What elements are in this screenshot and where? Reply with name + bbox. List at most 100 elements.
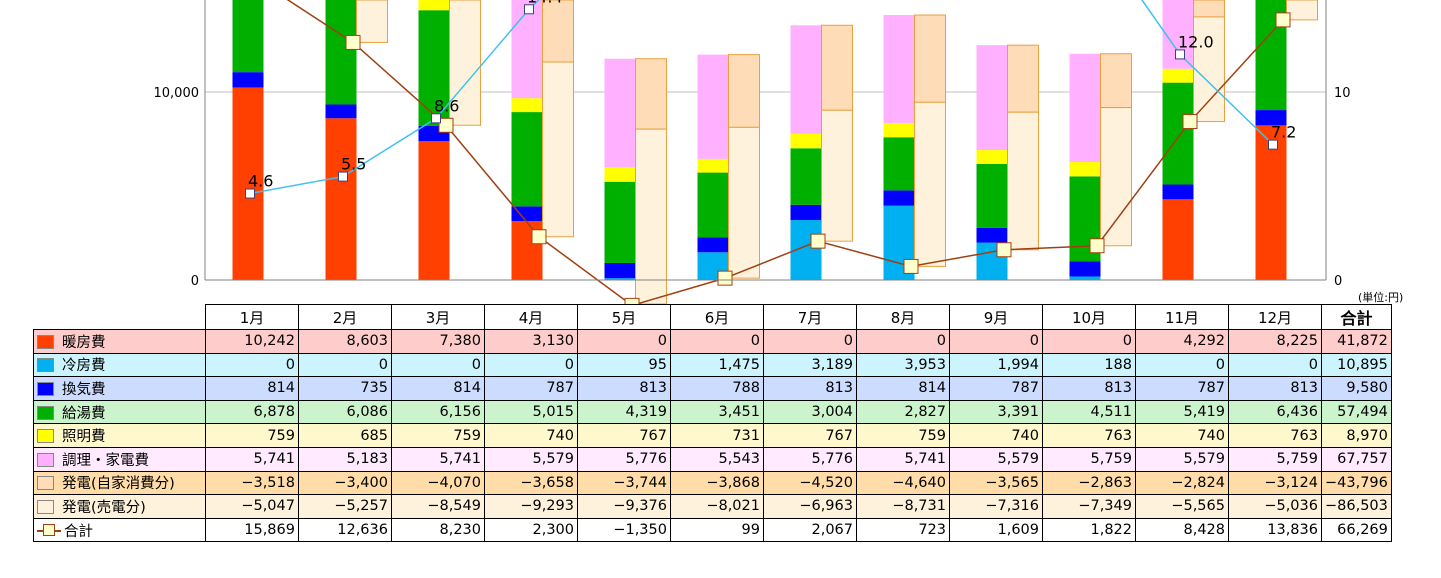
table-cell: 759 (391, 423, 485, 448)
table-cell: −1,350 (577, 517, 671, 543)
month-header: 10月 (1042, 304, 1136, 330)
row-label: 照明費 (33, 423, 206, 448)
ratio-line (1179, 53, 1274, 146)
bar-segment (976, 163, 1008, 228)
table-row: 合計 15,869 12,636 8,230 2,300 −1,350 99 2,067 723… (33, 517, 1392, 543)
table-cell: 788 (670, 376, 764, 401)
table-cell: 5,543 (670, 446, 764, 472)
row-label: 給湯費 (33, 399, 206, 425)
table-cell: 740 (1135, 423, 1229, 448)
table-cell: −6,963 (763, 494, 857, 519)
bar-segment (1193, 0, 1225, 18)
row-total-cell: 10,895 (1321, 352, 1392, 378)
row-total-cell: 9,580 (1321, 376, 1392, 401)
bar-segment (1193, 16, 1225, 123)
row-label-text: 換気費 (62, 381, 106, 398)
bar-segment (697, 237, 729, 253)
table-cell: 6,086 (298, 399, 392, 425)
total-marker (903, 258, 919, 274)
table-cell: 767 (763, 423, 857, 448)
table-cell: −8,549 (391, 494, 485, 519)
month-header: 8月 (856, 304, 950, 330)
bar-segment (1069, 53, 1101, 163)
ratio-data-label: 12.0 (1178, 32, 1214, 51)
table-cell: 13,836 (1228, 517, 1322, 543)
bar-segment (914, 14, 946, 103)
month-header: 3月 (391, 304, 485, 330)
table-header-row: 1月 2月 3月 4月 5月 6月 7月 8月 9月 10月 11月 12月 合計 (33, 304, 1392, 330)
row-total-cell: −86,503 (1321, 494, 1392, 519)
table-cell: 5,579 (949, 446, 1043, 472)
row-label: 発電(自家消費分) (33, 470, 206, 496)
row-label: 冷房費 (33, 352, 206, 378)
row-label-text: 給湯費 (62, 405, 106, 422)
table-cell: 1,475 (670, 352, 764, 378)
table-cell: 787 (484, 376, 578, 401)
ratio-data-label: 14.4 (527, 0, 563, 6)
bar-series (232, 0, 1318, 304)
table-cell: 6,878 (205, 399, 299, 425)
table-cell: 813 (1228, 376, 1322, 401)
table-cell: −3,400 (298, 470, 392, 496)
ratio-marker (245, 188, 255, 199)
table-row: 暖房費 10,242 8,603 7,380 3,130 0 0 0 0 0 0 4,292 8,225… (33, 329, 1392, 354)
data-table: 1月 2月 3月 4月 5月 6月 7月 8月 9月 10月 11月 12月 合計 暖房費 10,242 8… (33, 304, 1392, 543)
bar-segment (1255, 110, 1287, 126)
bar-segment (790, 148, 822, 205)
table-cell: 188 (1042, 352, 1136, 378)
table-cell: 0 (1228, 352, 1322, 378)
table-cell: 740 (484, 423, 578, 448)
table-row: 給湯費 6,878 6,086 6,156 5,015 4,319 3,451 3,004 2,… (33, 399, 1392, 425)
bar-segment (976, 45, 1008, 151)
table-cell: 787 (1135, 376, 1229, 401)
ratio-line-tail (1141, 0, 1181, 55)
bar-segment (511, 98, 543, 113)
month-header: 6月 (670, 304, 764, 330)
table-cell: 15,869 (205, 517, 299, 543)
row-total-cell: 8,970 (1321, 423, 1392, 448)
table-cell: 5,776 (577, 446, 671, 472)
total-marker (996, 242, 1012, 258)
row-total-cell: 66,269 (1321, 517, 1392, 543)
table-cell: −5,565 (1135, 494, 1229, 519)
table-cell: 763 (1042, 423, 1136, 448)
bar-segment (511, 0, 543, 99)
ratio-marker (1268, 139, 1278, 150)
bar-segment (697, 158, 729, 173)
row-label: 調理・家電費 (33, 446, 206, 472)
line-series: 4.6 5.5 8.6 14.4 12.0 7.2 (245, 0, 1296, 304)
total-marker (717, 270, 733, 286)
unit-note: (単位:円) (1358, 291, 1404, 304)
table-cell: −2,863 (1042, 470, 1136, 496)
table-cell: −9,376 (577, 494, 671, 519)
table-cell: 5,759 (1042, 446, 1136, 472)
table-cell: −8,021 (670, 494, 764, 519)
bar-segment (511, 206, 543, 222)
row-label-text: 発電(売電分) (62, 499, 146, 516)
month-header: 2月 (298, 304, 392, 330)
bar-segment (1007, 111, 1039, 251)
legend-swatch (37, 358, 54, 373)
legend-line-marker (37, 523, 61, 538)
table-cell: 0 (856, 329, 950, 354)
row-total-cell: 41,872 (1321, 329, 1392, 354)
table-cell: 95 (577, 352, 671, 378)
total-marker (1275, 12, 1291, 28)
ratio-marker (524, 4, 534, 15)
row-total-cell: 67,757 (1321, 446, 1392, 472)
row-label-text: 調理・家電費 (62, 452, 149, 469)
table-cell: −9,293 (484, 494, 578, 519)
table-cell: −3,658 (484, 470, 578, 496)
table-cell: 1,822 (1042, 517, 1136, 543)
bar-segment (883, 15, 915, 123)
total-marker (1089, 238, 1105, 254)
bar-segment (232, 72, 264, 88)
table-body: 暖房費 10,242 8,603 7,380 3,130 0 0 0 0 0 0 4,292 8,225… (33, 329, 1392, 543)
table-cell: 5,759 (1228, 446, 1322, 472)
y2-tick-label: 10 (1334, 86, 1351, 101)
row-label: 合計 (33, 517, 206, 543)
table-cell: 731 (670, 423, 764, 448)
ratio-marker (431, 113, 441, 124)
table-cell: 3,004 (763, 399, 857, 425)
table-cell: 4,511 (1042, 399, 1136, 425)
